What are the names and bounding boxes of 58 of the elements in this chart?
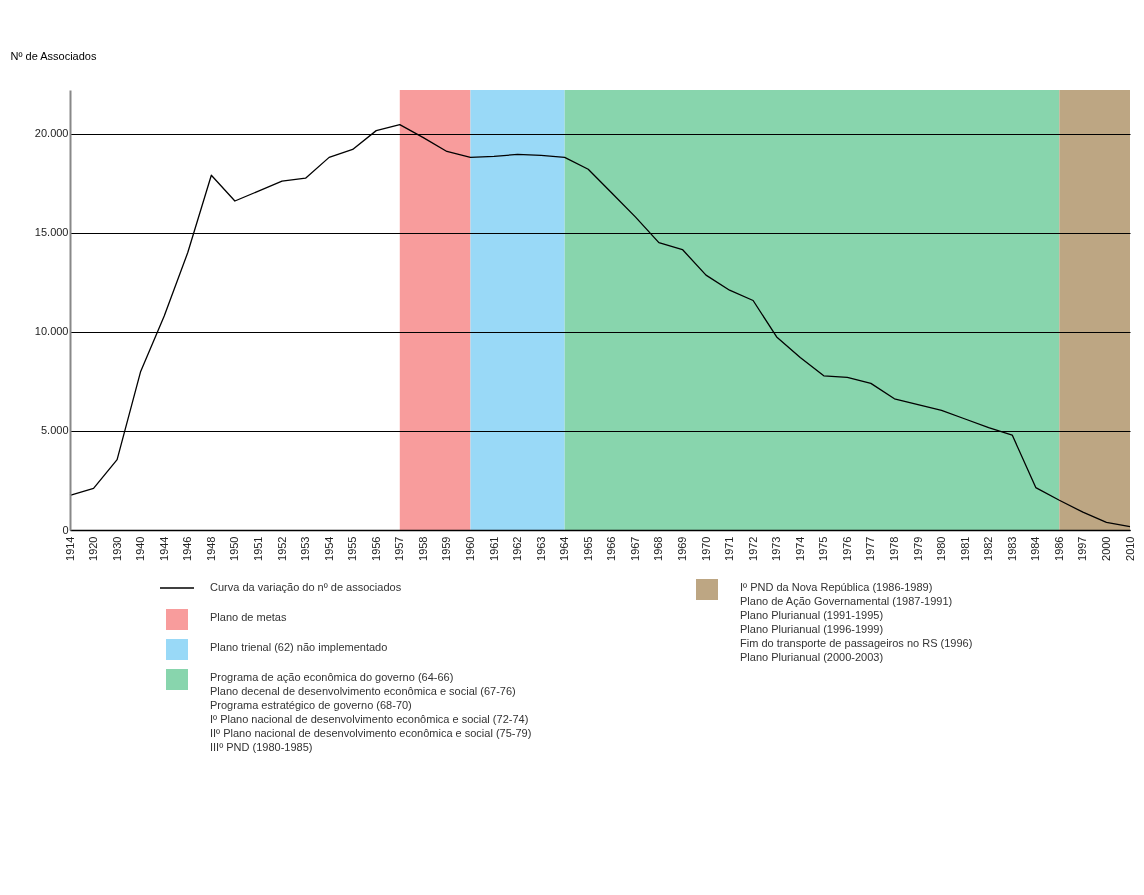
x-tick-label: 1961 <box>487 536 500 561</box>
legend-label: Programa de ação econômica do governo (64-66) Plano decenal de desenvolvimento econômica e social (67-76) Programa estratégico de governo (68-70) Iº Plano nacional de desenvolvimento econômica e social (72-74) IIº Plano nacional de desenvolvimento econômica e social (75-79) IIIº PND (1980-1985) <box>210 671 532 753</box>
x-tick-label: 1975 <box>817 536 830 561</box>
x-tick-label: 1957 <box>393 536 406 561</box>
x-tick-label: 1962 <box>511 536 524 561</box>
y-tick-label: 15.000 <box>34 226 69 239</box>
x-tick-label: 1997 <box>1076 536 1089 561</box>
x-tick-label: 1968 <box>652 536 665 561</box>
x-tick-label: 1950 <box>228 536 241 561</box>
x-tick-label: 1978 <box>887 536 900 561</box>
x-tick-label: 1946 <box>181 536 194 561</box>
x-tick-label: 1953 <box>299 536 312 561</box>
legend-label: Iº PND da Nova República (1986-1989) Plano de Ação Governamental (1987-1991) Plano Plurianual (1991-1995) Plano Plurianual (1996-1999) Fim do transporte de passageiros no RS (1996) Plano Plurianual (2000-2003) <box>740 581 973 663</box>
x-tick-label: 1973 <box>770 536 783 561</box>
x-tick-label: 1970 <box>699 536 712 561</box>
x-tick-label: 1963 <box>534 536 547 561</box>
x-tick-label: 1986 <box>1052 536 1065 561</box>
x-tick-label: 1920 <box>87 536 100 561</box>
legend-label: Plano trienal (62) não implementado <box>210 641 388 653</box>
x-tick-label: 1966 <box>605 536 618 561</box>
x-tick-label: 1971 <box>723 536 736 561</box>
x-tick-label: 1951 <box>251 536 264 561</box>
x-tick-label: 1977 <box>864 536 877 561</box>
x-tick-label: 1980 <box>935 536 948 561</box>
x-tick-label: 1959 <box>440 536 453 561</box>
y-tick-label: 5.000 <box>40 424 69 437</box>
x-tick-label: 1914 <box>63 536 76 561</box>
x-tick-label: 1954 <box>322 536 335 561</box>
x-tick-label: 1974 <box>793 536 806 561</box>
x-tick-label: 1976 <box>840 536 853 561</box>
x-tick-label: 1979 <box>911 536 924 561</box>
y-tick-label: 0 <box>62 523 69 536</box>
x-tick-label: 1969 <box>675 536 688 561</box>
y-axis-title: Nº de Associados <box>10 49 97 62</box>
x-tick-label: 2010 <box>1123 536 1136 561</box>
x-tick-label: 1983 <box>1005 536 1018 561</box>
x-tick-label: 1984 <box>1029 536 1042 561</box>
x-tick-label: 1955 <box>346 536 359 561</box>
x-tick-label: 1965 <box>581 536 594 561</box>
line-series <box>69 124 1131 528</box>
y-tick-label: 10.000 <box>34 325 69 338</box>
x-tick-label: 1944 <box>157 536 170 561</box>
x-tick-label: 1948 <box>204 536 217 561</box>
legend-label: Curva da variação do nº de associados <box>210 581 402 593</box>
x-tick-label: 1940 <box>134 536 147 561</box>
x-tick-label: 1930 <box>110 536 123 561</box>
x-tick-label: 1964 <box>558 536 571 561</box>
x-tick-label: 1960 <box>463 536 476 561</box>
x-tick-label: 1967 <box>628 536 641 561</box>
x-tick-label: 2000 <box>1099 536 1112 561</box>
x-tick-label: 1958 <box>416 536 429 561</box>
x-tick-label: 1981 <box>958 536 971 561</box>
x-tick-label: 1982 <box>982 536 995 561</box>
y-tick-label: 20.000 <box>34 127 69 140</box>
x-tick-label: 1952 <box>275 536 288 561</box>
x-tick-label: 1956 <box>369 536 382 561</box>
x-tick-label: 1972 <box>746 536 759 561</box>
legend-label: Plano de metas <box>210 611 287 623</box>
